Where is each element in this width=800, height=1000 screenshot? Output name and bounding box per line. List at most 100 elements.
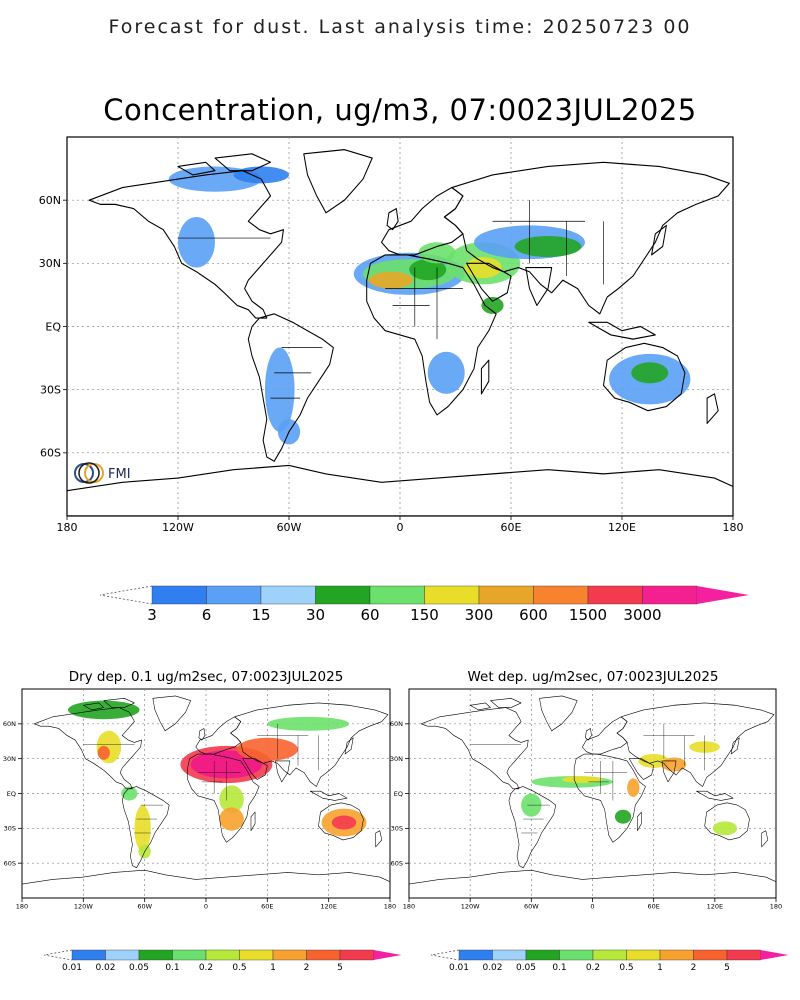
dry-map-title: Dry dep. 0.1 ug/m2sec, 07:0023JUL2025 xyxy=(68,669,344,685)
main-colorbar: 3 6 15 30 60 150 300 600 1500 3000 xyxy=(99,585,749,624)
lon-tick-label: 180 xyxy=(723,521,744,534)
lat-tick-label: 30N xyxy=(3,755,16,763)
lat-tick-label: 30N xyxy=(39,257,61,270)
lat-tick-label: 30N xyxy=(390,755,403,763)
colorbar-label: 0.5 xyxy=(619,963,633,973)
colorbar-label: 2 xyxy=(304,963,310,973)
dust-patch xyxy=(331,815,357,830)
lat-tick-label: 30S xyxy=(4,825,16,833)
colorbar-swatch xyxy=(642,585,698,605)
lat-tick-label: 60N xyxy=(390,720,403,728)
dust-patch xyxy=(638,754,669,768)
colorbar-swatch xyxy=(272,949,307,961)
colorbar-left-tail xyxy=(99,585,153,605)
colorbar-swatch xyxy=(315,585,371,605)
lon-tick-label: 60W xyxy=(524,903,539,911)
colorbar-swatch xyxy=(424,585,480,605)
colorbar-right-arrow xyxy=(697,586,749,604)
colorbar-label: 0.1 xyxy=(552,963,566,973)
wet-map-tick-labels: 60N 30N EQ 30S 60S 180 120W 60W 0 60E 120E 180 xyxy=(390,720,782,910)
colorbar-swatch xyxy=(726,949,761,961)
dust-patch xyxy=(631,362,669,384)
lat-tick-label: EQ xyxy=(7,790,16,798)
wet-colorbar: 0.01 0.02 0.05 0.1 0.2 0.5 1 2 5 xyxy=(430,949,789,973)
colorbar-swatch xyxy=(587,585,643,605)
dust-patch xyxy=(627,778,640,797)
main-map-gridlines xyxy=(67,137,733,516)
colorbar-label: 0.01 xyxy=(449,963,469,973)
dust-patch xyxy=(236,737,298,761)
colorbar-swatch xyxy=(151,585,207,605)
colorbar-swatch xyxy=(693,949,728,961)
lon-tick-label: 60W xyxy=(277,521,302,534)
colorbar-label: 0.2 xyxy=(199,963,213,973)
colorbar-swatch xyxy=(369,585,425,605)
colorbar-swatch xyxy=(533,585,589,605)
lon-tick-label: 60E xyxy=(647,903,659,911)
colorbar-swatch xyxy=(339,949,374,961)
colorbar-label: 6 xyxy=(202,606,212,624)
colorbar-swatch xyxy=(458,949,493,961)
dust-patch xyxy=(219,785,244,814)
colorbar-label: 0.05 xyxy=(129,963,149,973)
wet-deposition-map: 60N 30N EQ 30S 60S 180 120W 60W 0 60E 120E 180 xyxy=(390,688,782,911)
lon-tick-label: 180 xyxy=(57,521,78,534)
lon-tick-label: 120E xyxy=(608,521,636,534)
lat-tick-label: 60N xyxy=(39,194,61,207)
colorbar-label: 0.02 xyxy=(95,963,115,973)
colorbar-swatch xyxy=(206,585,262,605)
dust-patch xyxy=(264,347,295,432)
dust-patch xyxy=(368,271,413,289)
colorbar-label: 15 xyxy=(251,606,270,624)
dust-patch xyxy=(561,776,603,784)
lon-tick-label: 180 xyxy=(384,903,396,911)
colorbar-swatch xyxy=(260,585,316,605)
dust-patch xyxy=(464,257,502,279)
dust-patch xyxy=(712,821,738,836)
colorbar-label: 1 xyxy=(657,963,663,973)
dust-patch xyxy=(481,297,504,314)
dust-patch xyxy=(427,351,465,394)
lat-tick-label: 60S xyxy=(40,447,61,460)
lat-tick-label: 60S xyxy=(4,859,16,867)
colorbar-label: 5 xyxy=(337,963,343,973)
colorbar-swatch xyxy=(478,585,534,605)
colorbar-label: 0.2 xyxy=(586,963,600,973)
colorbar-label: 60 xyxy=(360,606,379,624)
colorbar-swatch xyxy=(492,949,527,961)
colorbar-swatch xyxy=(306,949,341,961)
colorbar-label: 2 xyxy=(691,963,697,973)
lat-tick-label: EQ xyxy=(45,320,61,333)
colorbar-right-arrow xyxy=(760,950,789,960)
dust-patch xyxy=(97,745,110,760)
colorbar-label: 3000 xyxy=(623,606,661,624)
lat-tick-label: 30S xyxy=(391,825,403,833)
fmi-logo: FMI xyxy=(74,462,131,484)
colorbar-swatch xyxy=(559,949,594,961)
dry-colorbar: 0.01 0.02 0.05 0.1 0.2 0.5 1 2 5 xyxy=(43,949,402,973)
dust-patch xyxy=(134,805,151,852)
dust-patch xyxy=(514,235,582,258)
lon-tick-label: 180 xyxy=(16,903,28,911)
page-suptitle: Forecast for dust. Last analysis time: 2… xyxy=(108,16,692,38)
lon-tick-label: 120W xyxy=(162,521,194,534)
colorbar-label: 0.01 xyxy=(62,963,82,973)
colorbar-right-arrow xyxy=(373,950,402,960)
colorbar-swatch xyxy=(626,949,661,961)
colorbar-label: 3 xyxy=(147,606,157,624)
dust-patch xyxy=(219,807,244,831)
lat-tick-label: 30S xyxy=(40,384,61,397)
colorbar-label: 1500 xyxy=(569,606,607,624)
lon-tick-label: 0 xyxy=(397,521,404,534)
colorbar-swatch xyxy=(659,949,694,961)
main-map-tick-labels: 60N 30N EQ 30S 60S 180 120W 60W 0 60E 120E 180 xyxy=(39,194,744,534)
colorbar-label: 0.1 xyxy=(165,963,179,973)
dust-patch xyxy=(233,166,289,184)
colorbar-swatch xyxy=(592,949,627,961)
colorbar-label: 300 xyxy=(465,606,494,624)
lon-tick-label: 120E xyxy=(320,903,337,911)
colorbar-label: 30 xyxy=(306,606,325,624)
lat-tick-label: 60S xyxy=(391,859,403,867)
lat-tick-label: EQ xyxy=(394,790,403,798)
colorbar-label: 1 xyxy=(270,963,276,973)
